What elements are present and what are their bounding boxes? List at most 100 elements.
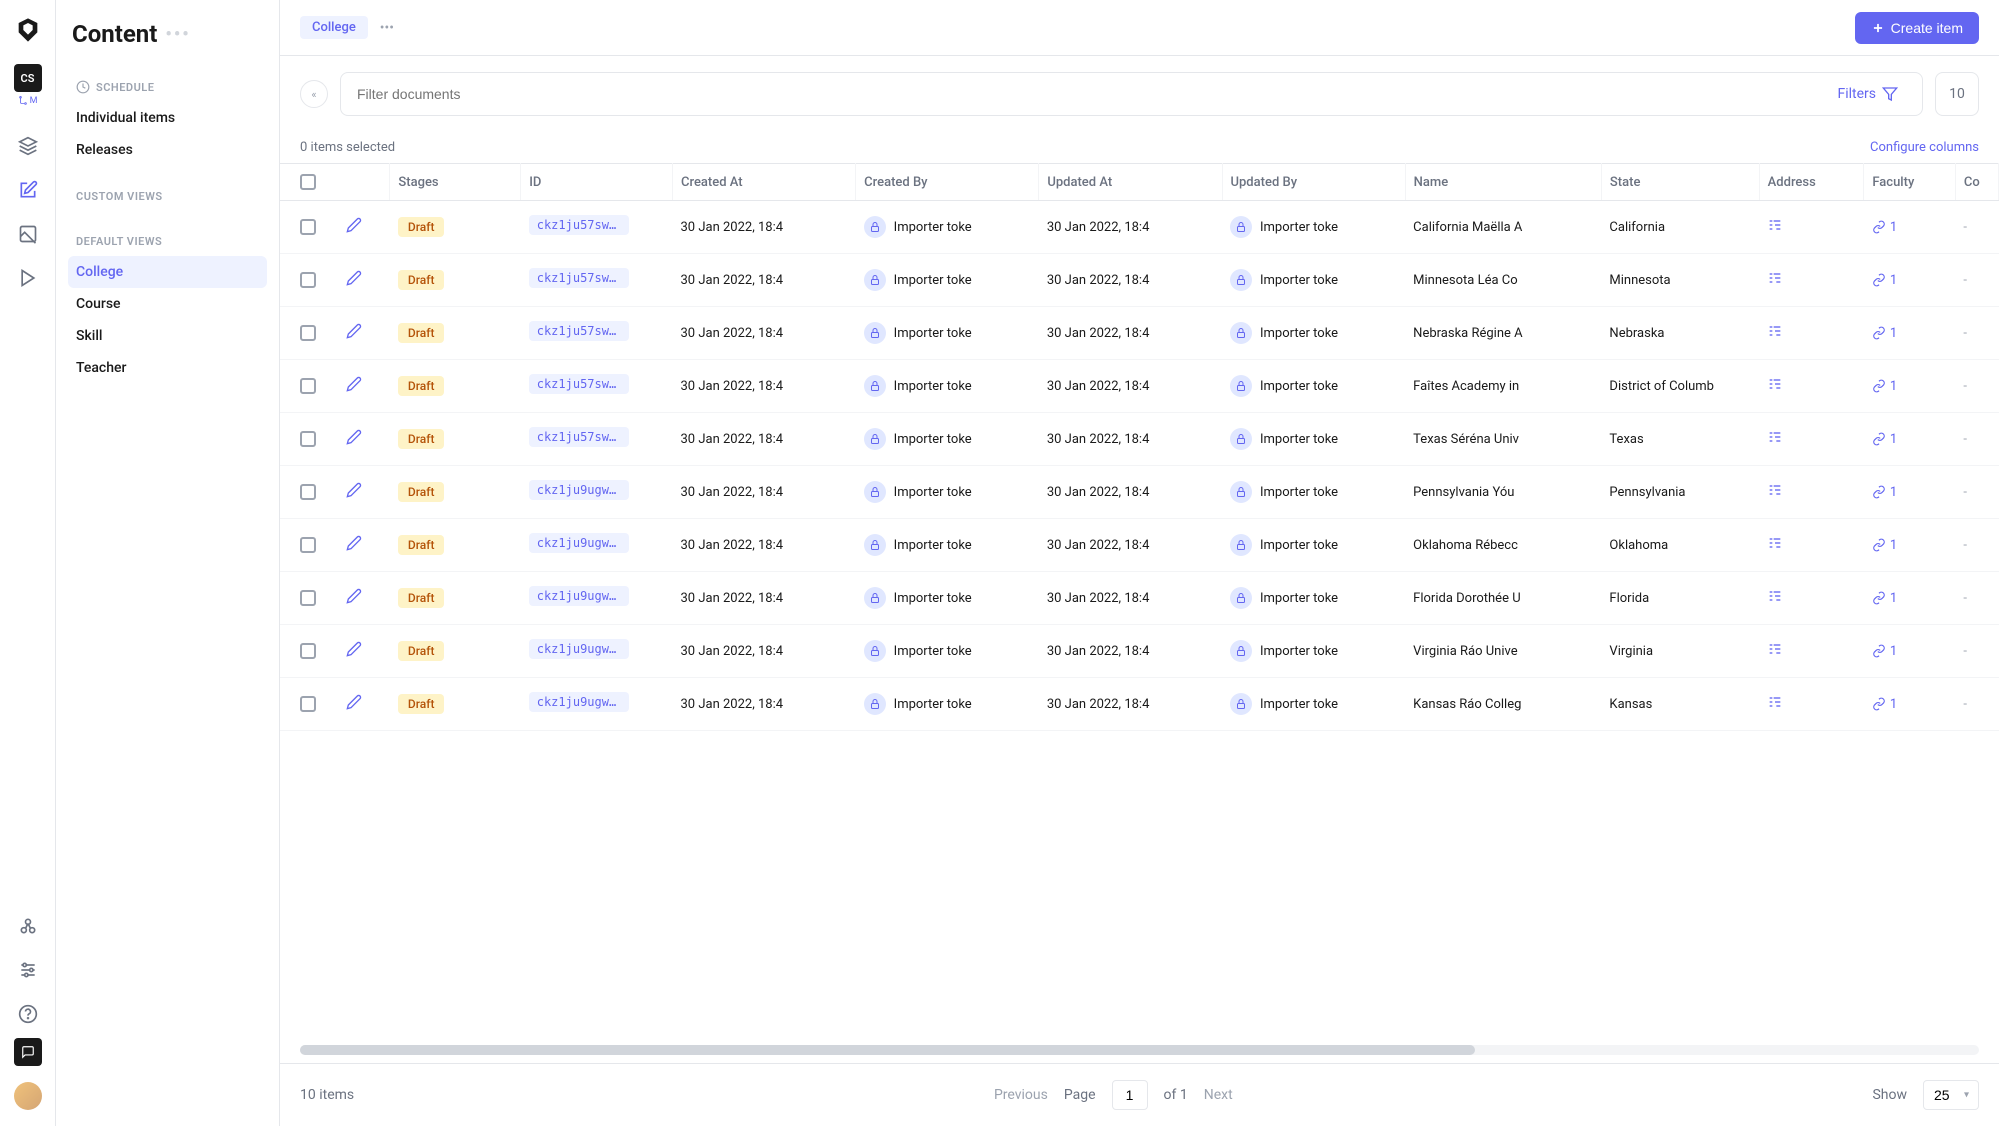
collapse-sidebar-button[interactable]: «	[300, 80, 328, 108]
col-created-by[interactable]: Created By	[856, 164, 1039, 201]
table-row[interactable]: Draftckz1ju57sw4y...30 Jan 2022, 18:4Imp…	[280, 413, 1999, 466]
col-co[interactable]: Co	[1955, 164, 1998, 201]
tree-icon[interactable]	[1767, 381, 1783, 396]
nav-help-icon[interactable]	[8, 994, 48, 1034]
faculty-link[interactable]: 1	[1872, 538, 1948, 553]
table-row[interactable]: Draftckz1ju57sw4y...30 Jan 2022, 18:4Imp…	[280, 201, 1999, 254]
edit-icon[interactable]	[346, 699, 362, 714]
tree-icon[interactable]	[1767, 646, 1783, 661]
next-button[interactable]: Next	[1204, 1087, 1233, 1103]
col-updated-by[interactable]: Updated By	[1222, 164, 1405, 201]
edit-icon[interactable]	[346, 381, 362, 396]
nav-settings-icon[interactable]	[8, 950, 48, 990]
tree-icon[interactable]	[1767, 540, 1783, 555]
tree-icon[interactable]	[1767, 222, 1783, 237]
table-row[interactable]: Draftckz1ju9ugw18...30 Jan 2022, 18:4Imp…	[280, 466, 1999, 519]
col-updated-at[interactable]: Updated At	[1039, 164, 1222, 201]
avatar[interactable]	[14, 1082, 42, 1110]
sidebar-item-individual-items[interactable]: Individual items	[68, 102, 267, 134]
col-state[interactable]: State	[1601, 164, 1759, 201]
nav-assets-icon[interactable]	[8, 214, 48, 254]
edit-icon[interactable]	[346, 328, 362, 343]
row-checkbox[interactable]	[300, 378, 316, 394]
table-row[interactable]: Draftckz1ju57sw4y...30 Jan 2022, 18:4Imp…	[280, 254, 1999, 307]
id-chip[interactable]: ckz1ju9ugw18...	[529, 639, 629, 659]
edit-icon[interactable]	[346, 275, 362, 290]
nav-schema-icon[interactable]	[8, 126, 48, 166]
faculty-link[interactable]: 1	[1872, 485, 1948, 500]
faculty-link[interactable]: 1	[1872, 273, 1948, 288]
row-checkbox[interactable]	[300, 431, 316, 447]
row-checkbox[interactable]	[300, 272, 316, 288]
faculty-link[interactable]: 1	[1872, 220, 1948, 235]
id-chip[interactable]: ckz1ju9ugw18...	[529, 533, 629, 553]
faculty-link[interactable]: 1	[1872, 379, 1948, 394]
nav-play-icon[interactable]	[8, 258, 48, 298]
col-address[interactable]: Address	[1759, 164, 1864, 201]
configure-columns-link[interactable]: Configure columns	[1870, 140, 1979, 155]
id-chip[interactable]: ckz1ju9ugw18...	[529, 692, 629, 712]
nav-webhooks-icon[interactable]	[8, 906, 48, 946]
faculty-link[interactable]: 1	[1872, 591, 1948, 606]
col-name[interactable]: Name	[1405, 164, 1601, 201]
page-size-select[interactable]: 25	[1923, 1080, 1979, 1110]
edit-icon[interactable]	[346, 540, 362, 555]
table-row[interactable]: Draftckz1ju9ugw18...30 Jan 2022, 18:4Imp…	[280, 572, 1999, 625]
tree-icon[interactable]	[1767, 593, 1783, 608]
filters-button[interactable]: Filters	[1829, 86, 1906, 102]
row-checkbox[interactable]	[300, 325, 316, 341]
sidebar-item-college[interactable]: College	[68, 256, 267, 288]
row-checkbox[interactable]	[300, 219, 316, 235]
edit-icon[interactable]	[346, 222, 362, 237]
id-chip[interactable]: ckz1ju9ugw18...	[529, 480, 629, 500]
faculty-link[interactable]: 1	[1872, 644, 1948, 659]
nav-content-icon[interactable]	[8, 170, 48, 210]
tree-icon[interactable]	[1767, 328, 1783, 343]
id-chip[interactable]: ckz1ju57sw4y...	[529, 427, 629, 447]
faculty-link[interactable]: 1	[1872, 326, 1948, 341]
tree-icon[interactable]	[1767, 275, 1783, 290]
row-checkbox[interactable]	[300, 696, 316, 712]
select-all-checkbox[interactable]	[300, 174, 316, 190]
tree-icon[interactable]	[1767, 699, 1783, 714]
table-row[interactable]: Draftckz1ju9ugw18...30 Jan 2022, 18:4Imp…	[280, 678, 1999, 731]
row-checkbox[interactable]	[300, 643, 316, 659]
id-chip[interactable]: ckz1ju57sw4y...	[529, 321, 629, 341]
id-chip[interactable]: ckz1ju57sw4y...	[529, 215, 629, 235]
sidebar-item-releases[interactable]: Releases	[68, 134, 267, 166]
faculty-link[interactable]: 1	[1872, 432, 1948, 447]
id-chip[interactable]: ckz1ju57sw4yt...	[529, 374, 629, 394]
table-row[interactable]: Draftckz1ju57sw4y...30 Jan 2022, 18:4Imp…	[280, 307, 1999, 360]
page-input[interactable]	[1112, 1080, 1148, 1110]
breadcrumb[interactable]: College	[300, 16, 368, 39]
id-chip[interactable]: ckz1ju9ugw18...	[529, 586, 629, 606]
tree-icon[interactable]	[1767, 434, 1783, 449]
col-stages[interactable]: Stages	[390, 164, 521, 201]
row-checkbox[interactable]	[300, 537, 316, 553]
table-row[interactable]: Draftckz1ju57sw4yt...30 Jan 2022, 18:4Im…	[280, 360, 1999, 413]
edit-icon[interactable]	[346, 487, 362, 502]
table-row[interactable]: Draftckz1ju9ugw18...30 Jan 2022, 18:4Imp…	[280, 519, 1999, 572]
more-icon[interactable]: •••	[165, 24, 190, 45]
tree-icon[interactable]	[1767, 487, 1783, 502]
table-row[interactable]: Draftckz1ju9ugw18...30 Jan 2022, 18:4Imp…	[280, 625, 1999, 678]
edit-icon[interactable]	[346, 593, 362, 608]
prev-button[interactable]: Previous	[994, 1087, 1048, 1103]
sidebar-item-course[interactable]: Course	[68, 288, 267, 320]
chat-button[interactable]	[14, 1038, 42, 1066]
id-chip[interactable]: ckz1ju57sw4y...	[529, 268, 629, 288]
sidebar-item-teacher[interactable]: Teacher	[68, 352, 267, 384]
col-id[interactable]: ID	[521, 164, 673, 201]
faculty-link[interactable]: 1	[1872, 697, 1948, 712]
horizontal-scrollbar[interactable]	[300, 1045, 1979, 1055]
row-checkbox[interactable]	[300, 484, 316, 500]
edit-icon[interactable]	[346, 646, 362, 661]
row-checkbox[interactable]	[300, 590, 316, 606]
sidebar-item-skill[interactable]: Skill	[68, 320, 267, 352]
col-faculty[interactable]: Faculty	[1864, 164, 1956, 201]
topbar-more-icon[interactable]: •••	[380, 20, 394, 36]
col-created-at[interactable]: Created At	[672, 164, 855, 201]
create-item-button[interactable]: Create item	[1855, 12, 1979, 44]
workspace-badge[interactable]: CS	[14, 64, 42, 92]
edit-icon[interactable]	[346, 434, 362, 449]
